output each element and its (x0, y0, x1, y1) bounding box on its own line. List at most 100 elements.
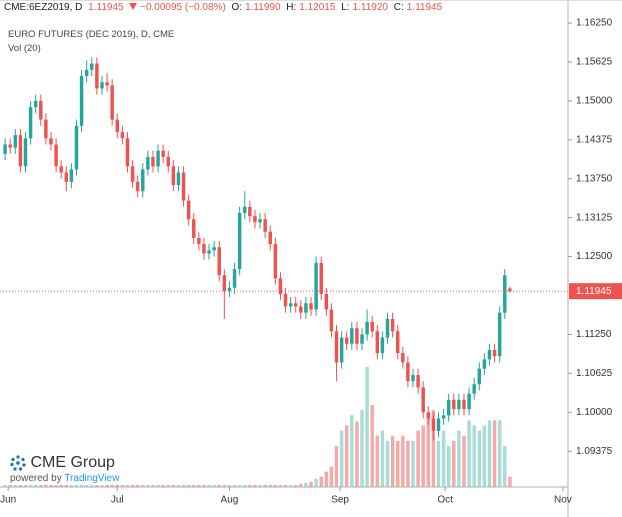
last-price-label: 1.11945 (576, 286, 612, 297)
volume-bar (90, 484, 94, 487)
candle-body (100, 82, 104, 89)
candle-body (411, 374, 415, 382)
candle-body (186, 200, 191, 220)
candle-body (44, 119, 48, 139)
candle-body (385, 318, 390, 338)
candle-body (304, 303, 308, 313)
candle-body (365, 321, 369, 335)
volume-bar (436, 440, 441, 487)
volume-bar (105, 484, 109, 487)
candle-body (161, 150, 165, 157)
volume-bar (492, 420, 497, 487)
high-value: 1.12015 (299, 2, 336, 13)
volume-bar (344, 425, 349, 487)
candle-body (492, 350, 497, 357)
volume-bar (508, 476, 512, 487)
volume-bar (202, 484, 206, 487)
candle-body (3, 144, 7, 154)
x-tick-label: Jun (0, 495, 16, 506)
high-label: H: (286, 2, 297, 13)
close-label: C: (393, 2, 404, 13)
candle-body (120, 132, 125, 139)
volume-bar (360, 410, 364, 487)
volume-bar (95, 484, 99, 487)
volume-bar (227, 484, 232, 487)
volume-bar (350, 415, 354, 487)
candle-body (54, 144, 58, 167)
candle-body (130, 166, 135, 182)
volume-bar (457, 430, 461, 487)
candle-body (237, 213, 242, 270)
candle-body (135, 181, 140, 192)
volume-bar (248, 484, 252, 487)
volume-bar (69, 484, 74, 487)
volume-bar (487, 420, 492, 487)
candle-body (497, 312, 502, 357)
volume-bar (8, 484, 12, 487)
candle-body (258, 219, 262, 223)
volume-bar (186, 484, 191, 487)
candle-body (227, 287, 232, 291)
volume-bar (166, 484, 170, 487)
candle-body (59, 166, 63, 173)
volume-bar (497, 420, 502, 487)
low-label: L: (341, 2, 350, 13)
volume-bar (192, 484, 196, 487)
volume-bar (258, 484, 262, 487)
candle-body (421, 387, 425, 413)
y-tick-label: 1.09375 (576, 446, 613, 457)
volume-bar (115, 484, 120, 487)
volume-bar (207, 484, 211, 487)
candle-body (207, 250, 211, 254)
candle-body (395, 331, 400, 354)
candle-body (95, 63, 99, 89)
volume-bar (299, 483, 303, 487)
volume-bar (385, 440, 390, 487)
volume-bar (401, 435, 405, 487)
candle-body (339, 337, 344, 363)
tradingview: TradingView (64, 473, 120, 485)
brand-name: CME Group (30, 454, 115, 471)
volume-bar (146, 484, 150, 487)
candle-body (23, 138, 28, 167)
candle-body (370, 321, 374, 332)
candle-body (401, 353, 405, 363)
volume-bar (324, 471, 329, 487)
candle-body (431, 418, 436, 431)
candle-body (406, 362, 410, 382)
candle-body (472, 384, 476, 394)
candle-body (426, 412, 431, 419)
branding: CME Group powered by TradingView (10, 454, 119, 484)
volume-bar (3, 484, 7, 487)
x-tick-label: Oct (437, 495, 453, 506)
plot-area (3, 57, 512, 487)
candle-body (90, 63, 94, 70)
candle-body (39, 100, 43, 120)
candle-body (212, 247, 216, 251)
candle-body (360, 334, 364, 344)
volume-bar (283, 484, 288, 487)
y-tick-label: 1.13750 (576, 173, 613, 184)
volume-bar (375, 435, 380, 487)
last-price: 1.11945 (88, 2, 124, 13)
candle-body (390, 318, 395, 332)
candle-body (232, 269, 237, 288)
candle-body (79, 76, 84, 126)
volume-bar (304, 482, 308, 487)
chart-title: EURO FUTURES (DEC 2019), D, CME (8, 29, 175, 40)
candle-body (74, 125, 79, 170)
candle-body (84, 69, 89, 77)
volume-bar (472, 425, 476, 487)
volume-bar (339, 430, 344, 487)
candle-body (503, 275, 507, 313)
candle-body (28, 107, 33, 139)
candle-body (222, 275, 227, 291)
candle-body (288, 303, 293, 307)
candle-body (452, 399, 456, 410)
candle-body (166, 156, 170, 167)
candle-body (344, 337, 349, 344)
logo-icon (10, 455, 26, 471)
candle-body (350, 328, 354, 344)
